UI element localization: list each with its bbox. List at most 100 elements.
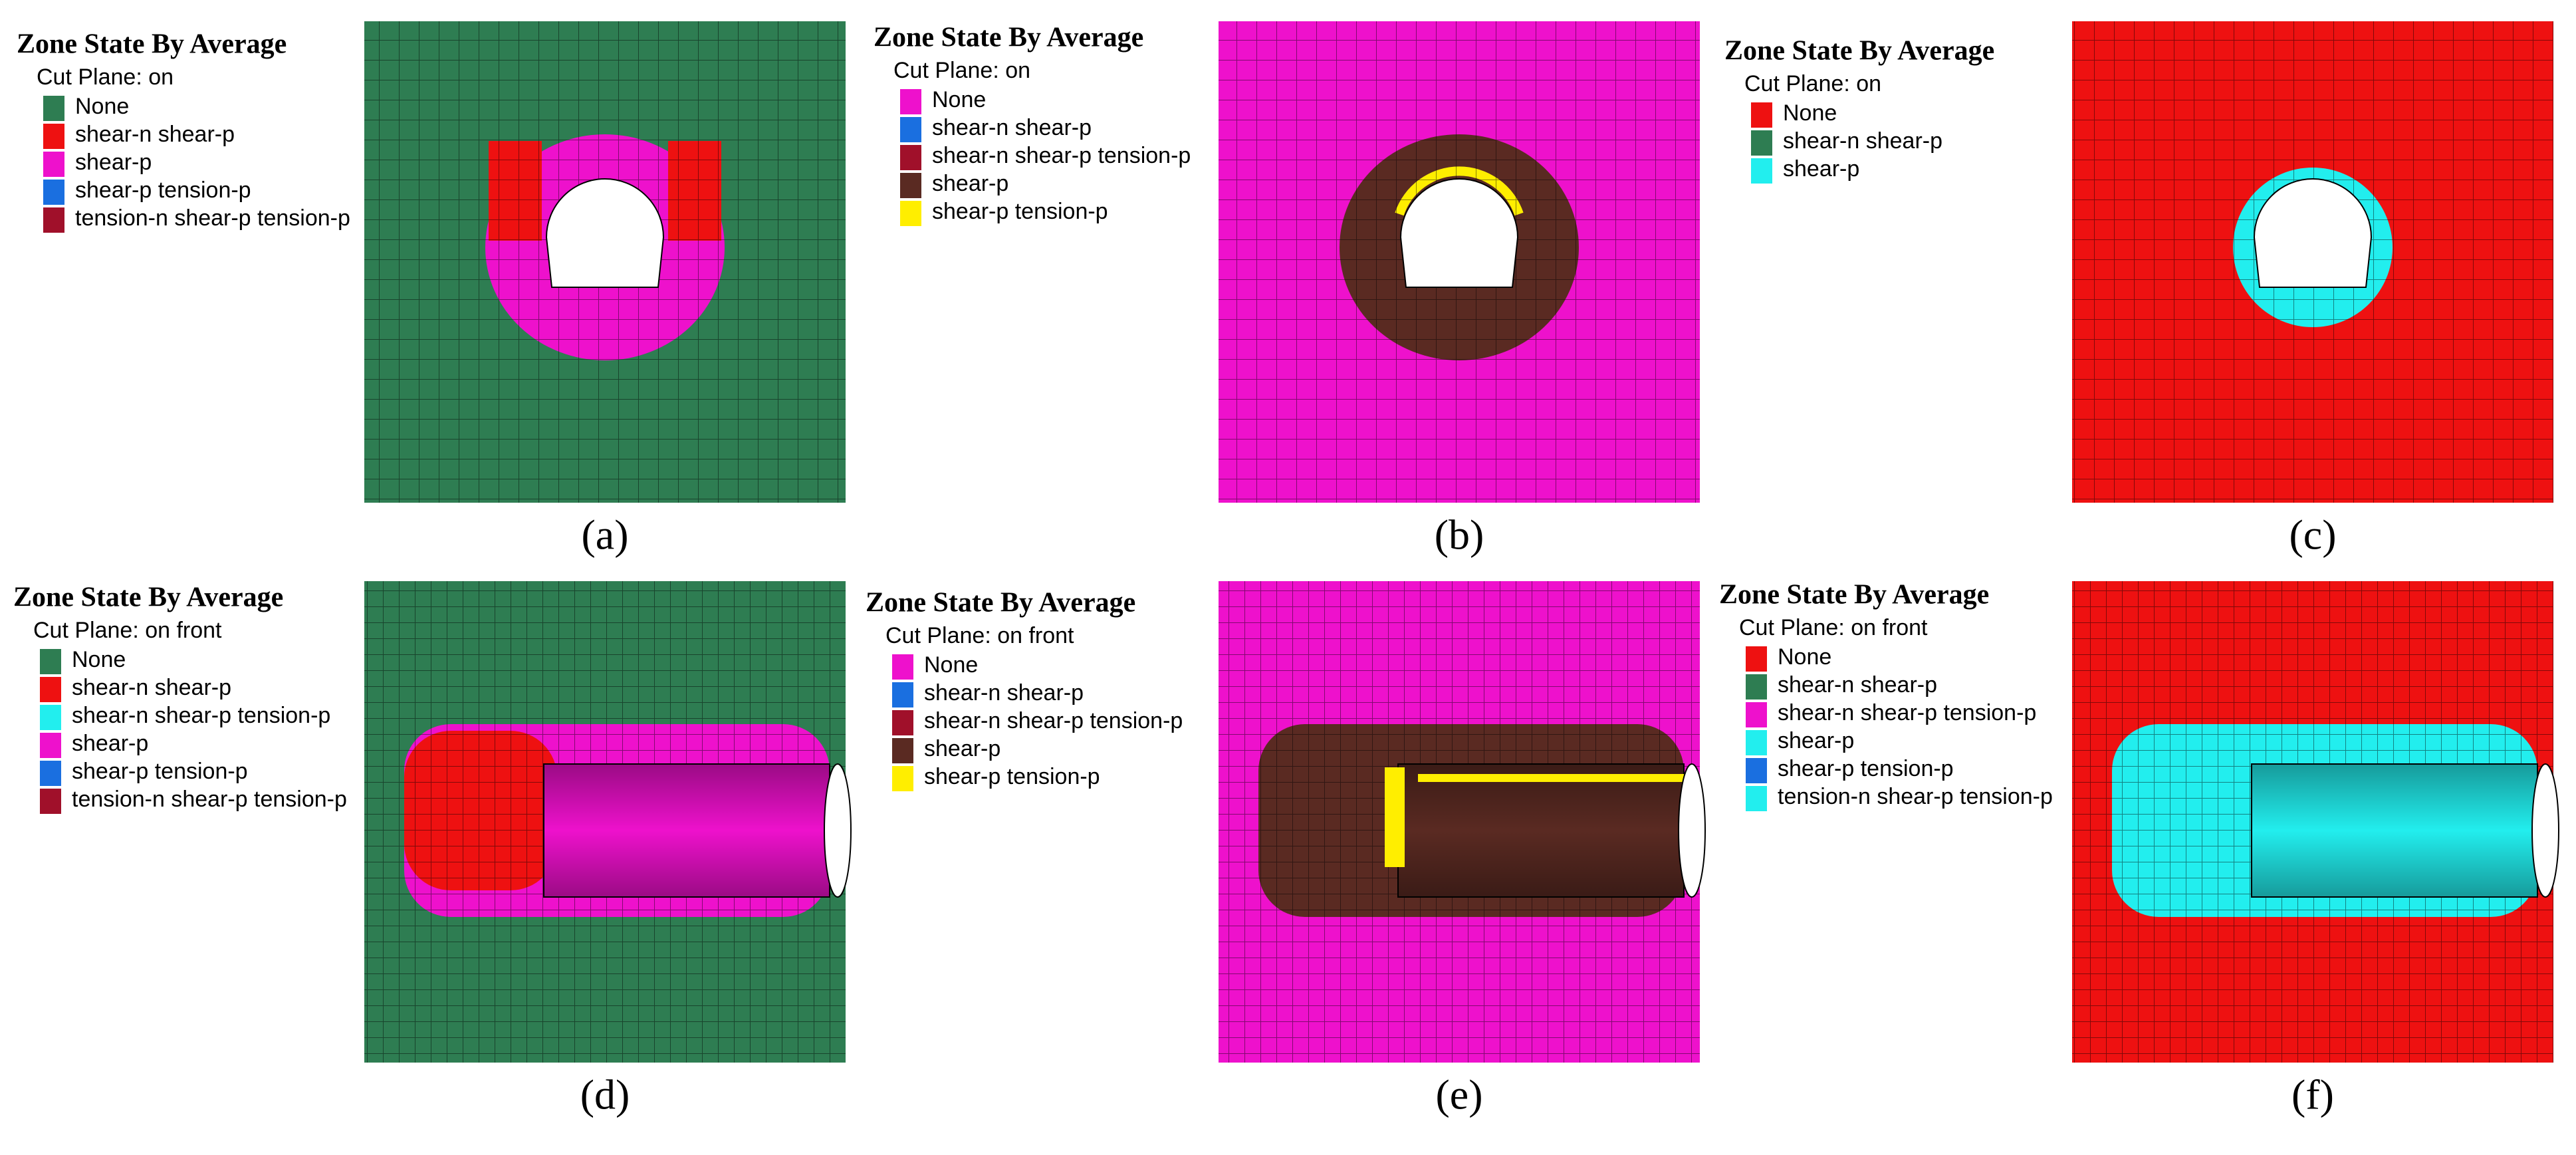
legend-swatch: [43, 207, 64, 233]
legend-label: None: [1778, 644, 1831, 670]
legend-swatch: [892, 738, 913, 763]
legend-label: shear-p: [75, 150, 152, 175]
legend-swatch: [40, 705, 61, 730]
legend-label: shear-p tension-p: [75, 178, 251, 203]
model-view: [2072, 21, 2553, 503]
legend-subtitle: Cut Plane: on front: [1739, 615, 1928, 640]
legend-label: tension-n shear-p tension-p: [1778, 784, 2053, 809]
legend-swatch: [1751, 130, 1772, 156]
legend-label: None: [75, 94, 129, 119]
caption: (f): [2291, 1071, 2334, 1118]
legend-swatch: [900, 173, 921, 198]
legend-swatch: [40, 733, 61, 758]
model-view: [1219, 21, 1700, 503]
tunnel: [2253, 178, 2373, 288]
caption: (e): [1435, 1071, 1482, 1118]
legend-label: shear-n shear-p tension-p: [924, 708, 1183, 733]
legend-label: shear-p tension-p: [924, 764, 1100, 789]
legend-label: shear-p: [924, 736, 1000, 761]
damage-patch: [1418, 774, 1684, 782]
legend-swatch: [43, 152, 64, 177]
caption: (a): [581, 511, 628, 559]
legend-subtitle: Cut Plane: on: [1744, 71, 1881, 96]
legend-swatch: [1751, 102, 1772, 128]
legend-swatch: [1751, 158, 1772, 184]
legend-swatch: [900, 201, 921, 226]
caption: (c): [2289, 511, 2336, 559]
legend-swatch: [40, 649, 61, 674]
tunnel: [545, 178, 665, 288]
legend-swatch: [1746, 786, 1767, 811]
model-view: [2072, 581, 2559, 1063]
legend-swatch: [892, 682, 913, 707]
panel: Zone State By Average Cut Plane: on None sh…: [17, 21, 846, 559]
panel: Zone State By Average Cut Plane: on front…: [866, 581, 1706, 1118]
legend-subtitle: Cut Plane: on: [37, 64, 174, 90]
legend-label: shear-n shear-p tension-p: [932, 143, 1191, 168]
panel: Zone State By Average Cut Plane: on None sh…: [874, 21, 1700, 559]
legend-label: None: [72, 647, 126, 672]
legend-subtitle: Cut Plane: on front: [33, 618, 222, 643]
tunnel-face: [2531, 763, 2559, 898]
tunnel-shade: [1398, 764, 1684, 897]
legend-swatch: [900, 117, 921, 142]
legend-title: Zone State By Average: [13, 582, 283, 613]
legend-swatch: [43, 124, 64, 149]
legend-label: tension-n shear-p tension-p: [75, 205, 350, 231]
legend-label: None: [932, 87, 986, 112]
legend-label: shear-n shear-p: [932, 115, 1092, 140]
legend-title: Zone State By Average: [17, 29, 287, 60]
legend-subtitle: Cut Plane: on: [893, 58, 1030, 83]
legend-swatch: [892, 710, 913, 735]
legend-swatch: [40, 677, 61, 702]
model-view: [364, 21, 846, 503]
panel: Zone State By Average Cut Plane: on front…: [13, 581, 852, 1118]
legend-label: shear-p tension-p: [1778, 756, 1954, 781]
legend-label: shear-n shear-p: [1778, 672, 1937, 698]
legend-label: shear-n shear-p: [924, 680, 1084, 706]
legend-label: shear-p: [1778, 728, 1854, 753]
legend-label: None: [1783, 100, 1837, 126]
legend-title: Zone State By Average: [874, 23, 1143, 53]
legend-swatch: [900, 145, 921, 170]
legend-label: shear-p: [932, 171, 1008, 196]
legend-label: shear-p tension-p: [932, 199, 1108, 224]
legend-swatch: [43, 96, 64, 121]
legend-swatch: [1746, 758, 1767, 783]
tunnel-face: [1678, 763, 1706, 898]
legend-title: Zone State By Average: [1724, 36, 1994, 66]
legend-label: shear-p: [1783, 156, 1859, 182]
legend-title: Zone State By Average: [1719, 580, 1989, 610]
legend-swatch: [43, 180, 64, 205]
legend-swatch: [1746, 730, 1767, 755]
legend-swatch: [892, 654, 913, 680]
model-view: [364, 581, 852, 1063]
legend-label: shear-n shear-p: [72, 675, 231, 700]
tunnel-face: [824, 763, 852, 898]
legend-swatch: [892, 766, 913, 791]
legend-label: shear-p: [72, 731, 148, 756]
legend-swatch: [40, 789, 61, 814]
legend-label: tension-n shear-p tension-p: [72, 787, 347, 812]
tunnel-shade: [544, 764, 830, 897]
legend-label: shear-p tension-p: [72, 759, 248, 784]
tunnel: [1399, 178, 1519, 288]
damage-patch: [1385, 767, 1405, 867]
caption: (b): [1435, 511, 1484, 559]
legend-subtitle: Cut Plane: on front: [885, 623, 1074, 648]
legend-swatch: [1746, 702, 1767, 727]
legend-swatch: [40, 761, 61, 786]
legend-swatch: [900, 89, 921, 114]
legend-label: shear-n shear-p: [1783, 128, 1942, 154]
legend-swatch: [1746, 674, 1767, 700]
tunnel-shade: [2252, 764, 2537, 897]
legend-swatch: [1746, 646, 1767, 672]
legend-label: shear-n shear-p tension-p: [72, 703, 330, 728]
legend-label: shear-n shear-p tension-p: [1778, 700, 2036, 725]
legend-label: shear-n shear-p: [75, 122, 235, 147]
panel: Zone State By Average Cut Plane: on front…: [1719, 580, 2559, 1118]
caption: (d): [580, 1071, 630, 1118]
legend-title: Zone State By Average: [866, 588, 1135, 618]
